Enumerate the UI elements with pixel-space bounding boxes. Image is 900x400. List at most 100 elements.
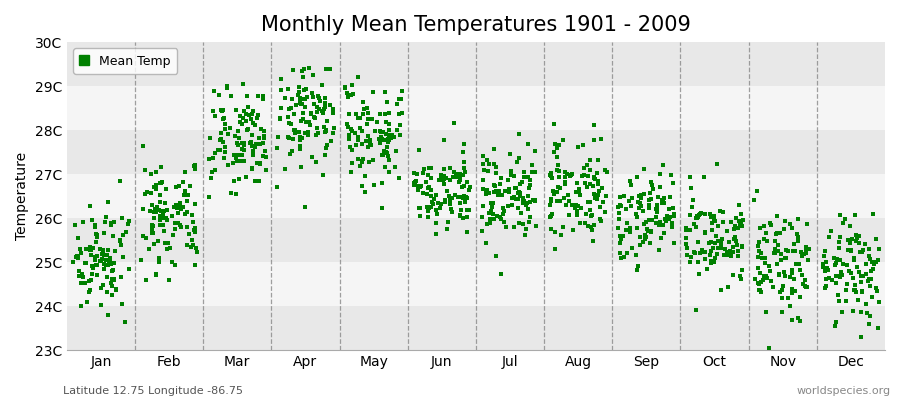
Point: [360, 121, 374, 127]
Point: [160, 217, 175, 223]
Point: [237, 107, 251, 114]
Point: [854, 309, 868, 315]
Point: [455, 172, 470, 178]
Point: [752, 248, 766, 255]
Point: [345, 147, 359, 153]
Point: [856, 246, 870, 253]
Point: [434, 201, 448, 207]
Point: [753, 287, 768, 293]
Point: [726, 249, 741, 255]
Point: [727, 236, 742, 242]
Point: [213, 136, 228, 142]
Point: [716, 209, 730, 216]
Point: [310, 130, 325, 136]
Point: [848, 287, 862, 293]
Point: [320, 128, 334, 134]
Point: [457, 169, 472, 176]
Point: [408, 179, 422, 186]
Point: [508, 185, 522, 192]
Point: [828, 318, 842, 325]
Point: [570, 212, 584, 218]
Point: [584, 212, 598, 219]
Point: [816, 264, 831, 271]
Point: [567, 205, 581, 211]
Point: [788, 261, 803, 267]
Point: [763, 219, 778, 226]
Point: [167, 220, 182, 226]
Point: [285, 66, 300, 73]
Point: [566, 227, 580, 233]
Point: [735, 217, 750, 223]
Point: [680, 227, 694, 234]
Point: [839, 287, 853, 293]
Point: [206, 108, 220, 114]
Point: [458, 193, 473, 200]
Point: [725, 272, 740, 278]
Point: [544, 172, 559, 179]
Point: [638, 231, 652, 238]
Point: [867, 260, 881, 267]
Point: [171, 220, 185, 226]
Point: [102, 258, 116, 264]
Point: [320, 142, 334, 149]
Point: [190, 249, 204, 255]
Point: [239, 92, 254, 99]
Point: [319, 104, 333, 110]
Point: [486, 211, 500, 218]
Point: [786, 248, 800, 254]
Point: [113, 274, 128, 280]
Point: [865, 294, 879, 300]
Point: [551, 184, 565, 190]
Point: [74, 250, 88, 256]
Point: [732, 218, 746, 224]
Point: [302, 119, 316, 126]
Point: [529, 223, 544, 229]
Point: [105, 292, 120, 298]
Point: [760, 274, 775, 281]
Point: [212, 92, 226, 98]
Point: [508, 196, 523, 202]
Point: [106, 219, 121, 225]
Point: [135, 233, 149, 240]
Point: [801, 246, 815, 252]
Point: [840, 281, 854, 288]
Point: [518, 174, 532, 180]
Point: [78, 280, 93, 286]
Point: [845, 308, 859, 314]
Point: [591, 192, 606, 198]
Point: [410, 186, 425, 193]
Point: [413, 213, 428, 220]
Point: [87, 254, 102, 261]
Point: [832, 297, 847, 304]
Point: [428, 230, 443, 237]
Point: [293, 135, 308, 142]
Point: [292, 134, 307, 140]
Point: [684, 203, 698, 210]
Point: [513, 193, 527, 200]
Point: [229, 191, 243, 198]
Point: [294, 164, 309, 170]
Point: [667, 210, 681, 217]
Point: [655, 199, 670, 206]
Point: [314, 82, 328, 88]
Point: [682, 212, 697, 218]
Point: [230, 155, 244, 161]
Point: [445, 209, 459, 215]
Point: [843, 270, 858, 276]
Point: [553, 168, 567, 174]
Point: [614, 254, 628, 261]
Point: [734, 210, 749, 217]
Point: [355, 183, 369, 190]
Point: [750, 188, 764, 194]
Point: [411, 182, 426, 189]
Point: [778, 218, 792, 224]
Point: [818, 268, 832, 274]
Point: [661, 214, 675, 221]
Point: [152, 180, 166, 186]
Point: [202, 156, 216, 162]
Point: [89, 230, 104, 237]
Point: [510, 159, 525, 165]
Point: [461, 207, 475, 213]
Point: [438, 199, 453, 205]
Point: [795, 248, 809, 255]
